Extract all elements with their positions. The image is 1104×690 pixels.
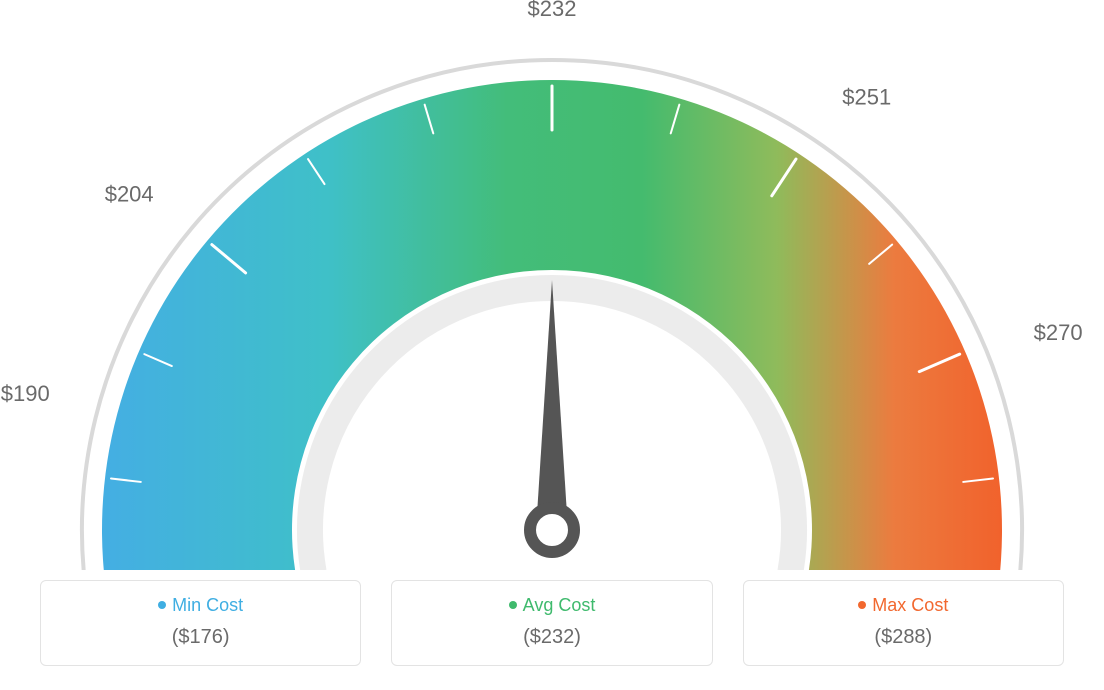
min-cost-title: Min Cost [41,595,360,616]
avg-cost-value: ($232) [392,626,711,649]
max-cost-value: ($288) [744,626,1063,649]
svg-text:$232: $232 [528,0,577,21]
max-dot [858,601,866,609]
max-cost-title: Max Cost [744,595,1063,616]
svg-text:$190: $190 [1,381,50,406]
cost-gauge: $176$190$204$232$251$270$288 [0,0,1104,570]
avg-cost-label: Avg Cost [523,595,596,615]
svg-text:$204: $204 [105,182,154,207]
min-cost-value: ($176) [41,626,360,649]
max-cost-label: Max Cost [872,595,948,615]
min-cost-card: Min Cost ($176) [40,580,361,666]
avg-cost-card: Avg Cost ($232) [391,580,712,666]
avg-cost-title: Avg Cost [392,595,711,616]
min-dot [158,601,166,609]
min-cost-label: Min Cost [172,595,243,615]
legend-cards: Min Cost ($176) Avg Cost ($232) Max Cost… [40,580,1064,666]
avg-dot [509,601,517,609]
svg-text:$251: $251 [842,84,891,109]
max-cost-card: Max Cost ($288) [743,580,1064,666]
svg-text:$270: $270 [1034,320,1083,345]
